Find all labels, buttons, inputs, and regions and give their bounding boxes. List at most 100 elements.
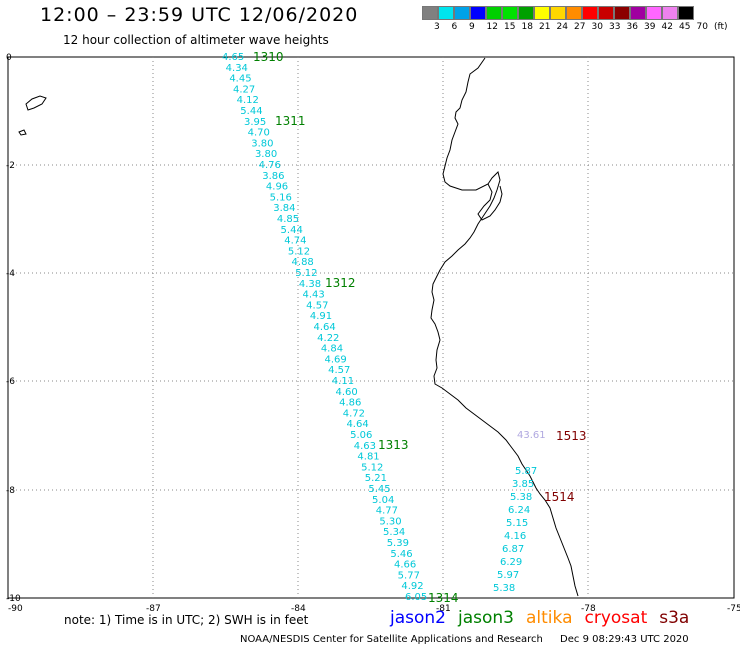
wave-height-value: 4.85 [277, 214, 299, 225]
wave-height-value: 3.85 [512, 479, 534, 490]
satellite-legend: jason2 jason3 altika cryosat s3a [390, 608, 701, 628]
pass-number-label: 1314 [428, 591, 459, 605]
legend-label: 36 [626, 22, 638, 32]
legend-swatch [662, 6, 678, 20]
wave-height-value: 4.92 [401, 581, 423, 592]
wave-height-value: 5.97 [497, 570, 519, 581]
legend-label: 45 [679, 22, 691, 32]
wave-height-value: 4.57 [328, 365, 350, 376]
legend-label: 24 [556, 22, 568, 32]
color-scale-legend [422, 6, 694, 20]
y-tick-label: -4 [6, 269, 15, 279]
wave-height-value: 5.15 [506, 518, 528, 529]
legend-label: 21 [539, 22, 551, 32]
wave-height-value: 5.38 [510, 492, 532, 503]
x-tick-label: -87 [146, 604, 161, 614]
island-shape [25, 95, 47, 111]
wave-height-value: 3.80 [255, 149, 277, 160]
legend-label: 18 [521, 22, 533, 32]
y-tick-label: -8 [6, 486, 15, 496]
legend-swatch [438, 6, 454, 20]
satellite-name: altika [526, 608, 573, 628]
coastline [430, 57, 579, 597]
wave-height-value: 5.44 [240, 106, 262, 117]
legend-label: 70 [696, 22, 708, 32]
wave-height-value: 5.39 [387, 538, 409, 549]
wave-height-value: 4.64 [346, 419, 368, 430]
wave-height-value: 6.24 [508, 505, 530, 516]
wave-height-value: 4.45 [229, 74, 251, 85]
legend-swatch [598, 6, 614, 20]
wave-height-value: 5.44 [281, 225, 303, 236]
wave-height-value: 5.87 [515, 466, 537, 477]
wave-height-value: 4.12 [237, 95, 259, 106]
gulf-inlet [477, 183, 503, 221]
legend-label: 12 [486, 22, 498, 32]
legend-swatch [518, 6, 534, 20]
footnote: note: 1) Time is in UTC; 2) SWH is in fe… [64, 613, 309, 627]
wave-height-value: 5.46 [390, 549, 412, 560]
wave-height-value: 5.16 [270, 192, 292, 203]
wave-height-value: 4.27 [233, 84, 255, 95]
wave-height-value: 4.91 [310, 311, 332, 322]
wave-height-value: 4.81 [357, 452, 379, 463]
wave-height-value: 4.38 [299, 279, 321, 290]
pass-number-label: 1310 [253, 50, 284, 64]
legend-swatch [502, 6, 518, 20]
legend-swatch [550, 6, 566, 20]
wave-height-value: 5.45 [368, 484, 390, 495]
pass-number-label: 1513 [556, 429, 587, 443]
wave-height-value: 4.76 [259, 160, 281, 171]
legend-swatch [630, 6, 646, 20]
wave-height-value: 4.43 [303, 290, 325, 301]
island-shape [18, 129, 27, 136]
grid-lines [8, 57, 734, 598]
legend-label: 33 [609, 22, 621, 32]
wave-height-value: 4.64 [314, 322, 336, 333]
x-tick-label: -78 [581, 604, 596, 614]
wave-height-value: 5.34 [383, 527, 405, 538]
legend-swatch [566, 6, 582, 20]
pass-number-label: 1311 [275, 114, 306, 128]
legend-swatch [582, 6, 598, 20]
legend-label: 9 [469, 22, 475, 32]
wave-height-value: 4.34 [226, 63, 248, 74]
legend-label: 39 [644, 22, 656, 32]
y-tick-label: -6 [6, 377, 15, 387]
x-tick-label: -90 [8, 604, 23, 614]
wave-height-value: 3.84 [273, 203, 295, 214]
generated-timestamp: Dec 9 08:29:43 UTC 2020 [560, 634, 689, 645]
wave-height-value: 5.06 [350, 430, 372, 441]
legend-swatch [422, 6, 438, 20]
y-tick-label: -2 [6, 161, 15, 171]
credit-text: NOAA/NESDIS Center for Satellite Applica… [240, 634, 543, 645]
altimeter-track-main: 4.654.344.454.274.125.443.954.703.803.80… [222, 52, 427, 603]
wave-height-value: 4.57 [306, 300, 328, 311]
wave-height-value: 4.66 [394, 560, 416, 571]
pass-number-label: 1312 [325, 276, 356, 290]
wave-height-value: 5.12 [288, 246, 310, 257]
wave-height-value: 5.30 [379, 516, 401, 527]
wave-height-value: 5.77 [398, 570, 420, 581]
wave-height-value: 4.69 [324, 354, 346, 365]
legend-label: (ft) [714, 22, 728, 32]
legend-label: 30 [591, 22, 603, 32]
satellite-name: jason3 [458, 608, 514, 628]
pass-number-label: 1514 [544, 490, 575, 504]
legend-swatch [646, 6, 662, 20]
wave-height-value: 4.16 [504, 531, 526, 542]
wave-height-value: 5.21 [365, 473, 387, 484]
wave-height-value: 4.63 [354, 441, 376, 452]
wave-height-value: 4.70 [248, 128, 270, 139]
wave-height-value: 4.22 [317, 333, 339, 344]
x-tick-label: -75 [727, 604, 740, 614]
wave-height-value: 3.86 [262, 171, 284, 182]
legend-label: 27 [574, 22, 586, 32]
wave-height-value: 5.04 [372, 495, 394, 506]
wave-height-value: 4.84 [321, 344, 343, 355]
legend-swatch [454, 6, 470, 20]
wave-height-value: 3.95 [244, 117, 266, 128]
legend-swatch [678, 6, 694, 20]
pass-number-label: 1313 [378, 438, 409, 452]
wave-height-value: 4.72 [343, 408, 365, 419]
